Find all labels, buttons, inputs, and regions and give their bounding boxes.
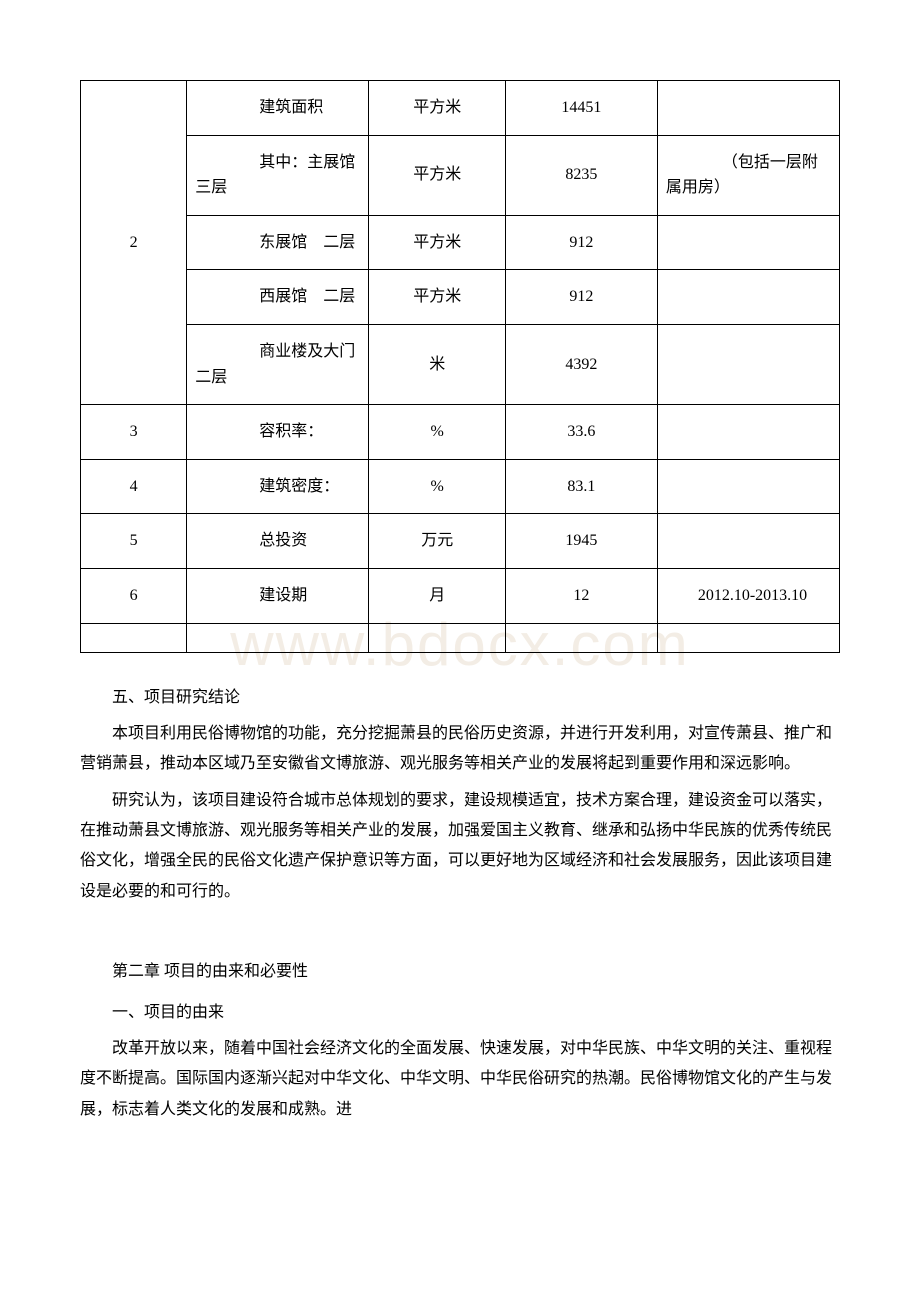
table-row bbox=[81, 623, 840, 652]
cell-value: 1945 bbox=[506, 514, 658, 569]
cell-value: 83.1 bbox=[506, 459, 658, 514]
cell-name: 建筑密度： bbox=[187, 459, 369, 514]
chapter-2-section-1-title: 一、项目的由来 bbox=[80, 998, 840, 1028]
cell-index: 4 bbox=[81, 459, 187, 514]
cell-value: 912 bbox=[506, 270, 658, 325]
section-5-paragraph-1: 本项目利用民俗博物馆的功能，充分挖掘萧县的民俗历史资源，并进行开发利用，对宣传萧… bbox=[80, 719, 840, 780]
cell-unit: 平方米 bbox=[369, 215, 506, 270]
chapter-2-title: 第二章 项目的由来和必要性 bbox=[80, 957, 840, 987]
cell-name: 西展馆 二层 bbox=[187, 270, 369, 325]
cell-name: 容积率： bbox=[187, 405, 369, 460]
cell-unit: 平方米 bbox=[369, 81, 506, 136]
cell-note bbox=[657, 514, 839, 569]
cell-note bbox=[657, 81, 839, 136]
cell-index: 3 bbox=[81, 405, 187, 460]
table-row: 2 建筑面积平方米14451 bbox=[81, 81, 840, 136]
cell-value: 14451 bbox=[506, 81, 658, 136]
cell-name: 建设期 bbox=[187, 568, 369, 623]
cell-name: 商业楼及大门 二层 bbox=[187, 324, 369, 404]
table-row: 东展馆 二层平方米912 bbox=[81, 215, 840, 270]
cell-index: 5 bbox=[81, 514, 187, 569]
document-page: 2 建筑面积平方米14451 其中：主展馆 三层平方米8235 （包括一层附属用… bbox=[0, 0, 920, 1191]
cell-index: 2 bbox=[81, 81, 187, 405]
cell-note: 2012.10-2013.10 bbox=[657, 568, 839, 623]
cell-name: 东展馆 二层 bbox=[187, 215, 369, 270]
cell-unit: % bbox=[369, 459, 506, 514]
cell-value: 4392 bbox=[506, 324, 658, 404]
cell-value: 12 bbox=[506, 568, 658, 623]
indicators-table: 2 建筑面积平方米14451 其中：主展馆 三层平方米8235 （包括一层附属用… bbox=[80, 80, 840, 653]
cell-note bbox=[657, 623, 839, 652]
cell-name: 其中：主展馆 三层 bbox=[187, 135, 369, 215]
cell-unit: 平方米 bbox=[369, 135, 506, 215]
table-row: 5 总投资万元1945 bbox=[81, 514, 840, 569]
table-row: 3 容积率：%33.6 bbox=[81, 405, 840, 460]
cell-value: 912 bbox=[506, 215, 658, 270]
cell-index: 6 bbox=[81, 568, 187, 623]
section-5-title: 五、项目研究结论 bbox=[80, 683, 840, 713]
table-row: 4 建筑密度：%83.1 bbox=[81, 459, 840, 514]
cell-name bbox=[187, 623, 369, 652]
table-row: 西展馆 二层平方米912 bbox=[81, 270, 840, 325]
cell-note bbox=[657, 270, 839, 325]
cell-value bbox=[506, 623, 658, 652]
cell-unit: % bbox=[369, 405, 506, 460]
section-5-paragraph-2: 研究认为，该项目建设符合城市总体规划的要求，建设规模适宜，技术方案合理，建设资金… bbox=[80, 786, 840, 908]
chapter-2-section-1-paragraph-1: 改革开放以来，随着中国社会经济文化的全面发展、快速发展，对中华民族、中华文明的关… bbox=[80, 1034, 840, 1125]
table-row: 其中：主展馆 三层平方米8235 （包括一层附属用房） bbox=[81, 135, 840, 215]
cell-name: 总投资 bbox=[187, 514, 369, 569]
cell-note bbox=[657, 405, 839, 460]
cell-name: 建筑面积 bbox=[187, 81, 369, 136]
cell-value: 8235 bbox=[506, 135, 658, 215]
cell-note bbox=[657, 215, 839, 270]
cell-unit: 平方米 bbox=[369, 270, 506, 325]
table-row: 6 建设期月122012.10-2013.10 bbox=[81, 568, 840, 623]
cell-unit: 米 bbox=[369, 324, 506, 404]
cell-note bbox=[657, 459, 839, 514]
cell-index bbox=[81, 623, 187, 652]
cell-unit: 万元 bbox=[369, 514, 506, 569]
cell-unit: 月 bbox=[369, 568, 506, 623]
table-row: 商业楼及大门 二层米4392 bbox=[81, 324, 840, 404]
cell-note bbox=[657, 324, 839, 404]
cell-value: 33.6 bbox=[506, 405, 658, 460]
cell-note: （包括一层附属用房） bbox=[657, 135, 839, 215]
cell-unit bbox=[369, 623, 506, 652]
